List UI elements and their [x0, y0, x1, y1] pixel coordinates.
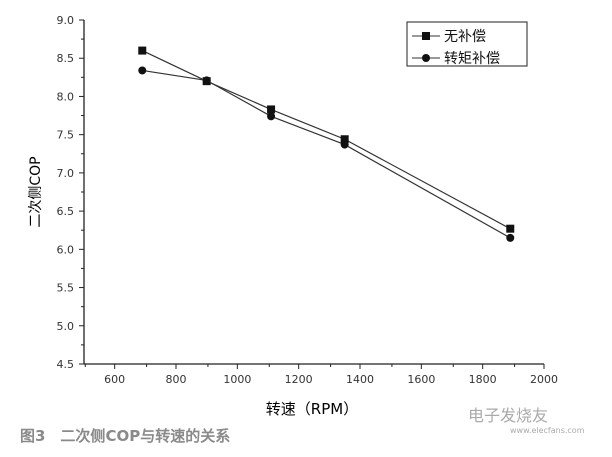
data-point-square — [506, 224, 515, 233]
legend-square-marker — [422, 32, 430, 40]
y-tick-label: 5.0 — [57, 320, 75, 333]
data-point-circle — [267, 112, 276, 121]
series-line-1 — [142, 69, 511, 239]
figure-caption: 图3 二次侧COP与转速的关系 — [20, 427, 231, 445]
data-point-circle — [202, 76, 211, 85]
x-tick-label: 1600 — [407, 373, 435, 386]
x-tick-label: 800 — [166, 373, 187, 386]
y-tick-label: 8.5 — [57, 52, 75, 65]
watermark-url: www.elecfans.com — [510, 426, 585, 435]
data-point-circle — [340, 140, 349, 149]
y-tick-label: 6.5 — [57, 205, 75, 218]
y-tick-label: 7.5 — [57, 129, 75, 142]
y-tick-label: 6.0 — [57, 243, 75, 256]
y-tick-label: 4.5 — [57, 358, 75, 371]
y-axis-label: 二次侧COP — [28, 156, 44, 227]
x-tick-label: 2000 — [530, 373, 558, 386]
series-line-0 — [142, 50, 511, 230]
data-point-circle — [138, 66, 147, 75]
x-tick-label: 600 — [104, 373, 125, 386]
watermark: 电子发烧友 — [468, 406, 549, 425]
x-tick-label: 1800 — [469, 373, 497, 386]
y-tick-label: 7.0 — [57, 167, 75, 180]
y-tick-label: 9.0 — [57, 14, 75, 27]
y-tick-label: 8.0 — [57, 90, 75, 103]
legend-label: 无补偿 — [444, 29, 486, 45]
data-point-circle — [506, 233, 515, 242]
data-point-square — [267, 105, 276, 114]
x-tick-label: 1400 — [346, 373, 374, 386]
data-point-square — [138, 46, 147, 55]
legend-label: 转矩补偿 — [444, 51, 500, 67]
x-tick-label: 1200 — [285, 373, 313, 386]
y-tick-label: 5.5 — [57, 282, 75, 295]
x-axis-label: 转速（RPM） — [266, 400, 358, 418]
legend-circle-marker — [422, 54, 430, 62]
x-tick-label: 1000 — [223, 373, 251, 386]
data-point-square — [340, 135, 349, 144]
